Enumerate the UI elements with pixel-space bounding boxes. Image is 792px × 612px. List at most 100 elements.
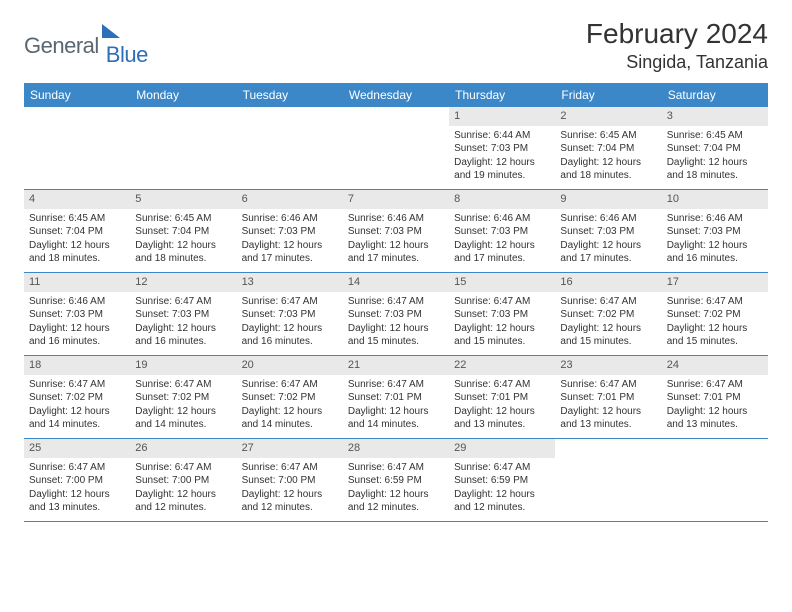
- empty-day-bar: [662, 439, 768, 458]
- daylight-text: Daylight: 12 hours: [560, 405, 656, 419]
- day-details: Sunrise: 6:47 AMSunset: 7:03 PMDaylight:…: [449, 292, 555, 354]
- empty-day-bar: [130, 107, 236, 126]
- sunrise-text: Sunrise: 6:46 AM: [348, 212, 444, 226]
- day-details: Sunrise: 6:45 AMSunset: 7:04 PMDaylight:…: [555, 126, 661, 188]
- sunrise-text: Sunrise: 6:47 AM: [454, 461, 550, 475]
- sunrise-text: Sunrise: 6:47 AM: [135, 378, 231, 392]
- sunrise-text: Sunrise: 6:44 AM: [454, 129, 550, 143]
- sunset-text: Sunset: 7:03 PM: [454, 142, 550, 156]
- weekday-header: Sunday: [24, 83, 130, 107]
- day-details: Sunrise: 6:47 AMSunset: 7:02 PMDaylight:…: [555, 292, 661, 354]
- daylight-text: Daylight: 12 hours: [29, 239, 125, 253]
- week-row: 18 Sunrise: 6:47 AMSunset: 7:02 PMDayligh…: [24, 356, 768, 439]
- daylight-text-2: and 12 minutes.: [348, 501, 444, 515]
- sunset-text: Sunset: 7:03 PM: [29, 308, 125, 322]
- daylight-text-2: and 16 minutes.: [667, 252, 763, 266]
- daylight-text: Daylight: 12 hours: [454, 322, 550, 336]
- daylight-text-2: and 18 minutes.: [29, 252, 125, 266]
- day-number: 24: [662, 356, 768, 375]
- sunset-text: Sunset: 6:59 PM: [348, 474, 444, 488]
- day-cell: 11Sunrise: 6:46 AMSunset: 7:03 PMDayligh…: [24, 273, 130, 355]
- location-subtitle: Singida, Tanzania: [586, 52, 768, 73]
- daylight-text-2: and 18 minutes.: [667, 169, 763, 183]
- daylight-text-2: and 17 minutes.: [560, 252, 656, 266]
- daylight-text: Daylight: 12 hours: [29, 488, 125, 502]
- sunrise-text: Sunrise: 6:45 AM: [667, 129, 763, 143]
- daylight-text: Daylight: 12 hours: [348, 322, 444, 336]
- page-header: General Blue February 2024 Singida, Tanz…: [24, 18, 768, 73]
- day-details: Sunrise: 6:46 AMSunset: 7:03 PMDaylight:…: [449, 209, 555, 271]
- empty-day-bar: [237, 107, 343, 126]
- sunrise-text: Sunrise: 6:45 AM: [135, 212, 231, 226]
- sunrise-text: Sunrise: 6:47 AM: [29, 461, 125, 475]
- day-number: 18: [24, 356, 130, 375]
- sunset-text: Sunset: 7:03 PM: [242, 225, 338, 239]
- sunrise-text: Sunrise: 6:47 AM: [454, 378, 550, 392]
- daylight-text: Daylight: 12 hours: [667, 322, 763, 336]
- sunset-text: Sunset: 7:03 PM: [135, 308, 231, 322]
- sunset-text: Sunset: 7:04 PM: [560, 142, 656, 156]
- sunset-text: Sunset: 7:03 PM: [560, 225, 656, 239]
- daylight-text-2: and 15 minutes.: [667, 335, 763, 349]
- day-cell: 25Sunrise: 6:47 AMSunset: 7:00 PMDayligh…: [24, 439, 130, 521]
- day-cell: 16Sunrise: 6:47 AMSunset: 7:02 PMDayligh…: [555, 273, 661, 355]
- daylight-text: Daylight: 12 hours: [348, 405, 444, 419]
- day-number: 11: [24, 273, 130, 292]
- day-details: Sunrise: 6:47 AMSunset: 7:00 PMDaylight:…: [237, 458, 343, 520]
- daylight-text-2: and 16 minutes.: [29, 335, 125, 349]
- sunrise-text: Sunrise: 6:47 AM: [348, 461, 444, 475]
- daylight-text-2: and 13 minutes.: [667, 418, 763, 432]
- day-cell: 24Sunrise: 6:47 AMSunset: 7:01 PMDayligh…: [662, 356, 768, 438]
- sunset-text: Sunset: 7:04 PM: [135, 225, 231, 239]
- day-details: Sunrise: 6:45 AMSunset: 7:04 PMDaylight:…: [24, 209, 130, 271]
- daylight-text: Daylight: 12 hours: [454, 488, 550, 502]
- logo: General Blue: [24, 18, 148, 68]
- day-number: 19: [130, 356, 236, 375]
- sunset-text: Sunset: 7:03 PM: [667, 225, 763, 239]
- sunrise-text: Sunrise: 6:47 AM: [560, 295, 656, 309]
- sunrise-text: Sunrise: 6:47 AM: [667, 378, 763, 392]
- daylight-text: Daylight: 12 hours: [242, 488, 338, 502]
- daylight-text: Daylight: 12 hours: [242, 322, 338, 336]
- day-cell: 7Sunrise: 6:46 AMSunset: 7:03 PMDaylight…: [343, 190, 449, 272]
- day-details: Sunrise: 6:47 AMSunset: 7:03 PMDaylight:…: [130, 292, 236, 354]
- sunset-text: Sunset: 7:03 PM: [348, 225, 444, 239]
- day-details: Sunrise: 6:47 AMSunset: 6:59 PMDaylight:…: [343, 458, 449, 520]
- day-number: 7: [343, 190, 449, 209]
- day-cell: [130, 107, 236, 189]
- sunset-text: Sunset: 7:00 PM: [135, 474, 231, 488]
- day-details: Sunrise: 6:47 AMSunset: 7:01 PMDaylight:…: [662, 375, 768, 437]
- daylight-text-2: and 12 minutes.: [135, 501, 231, 515]
- sunrise-text: Sunrise: 6:46 AM: [667, 212, 763, 226]
- day-number: 13: [237, 273, 343, 292]
- day-details: Sunrise: 6:47 AMSunset: 7:02 PMDaylight:…: [237, 375, 343, 437]
- day-number: 10: [662, 190, 768, 209]
- sunset-text: Sunset: 7:01 PM: [454, 391, 550, 405]
- day-number: 9: [555, 190, 661, 209]
- day-cell: 2Sunrise: 6:45 AMSunset: 7:04 PMDaylight…: [555, 107, 661, 189]
- day-cell: 12Sunrise: 6:47 AMSunset: 7:03 PMDayligh…: [130, 273, 236, 355]
- sunset-text: Sunset: 7:01 PM: [560, 391, 656, 405]
- sunrise-text: Sunrise: 6:45 AM: [29, 212, 125, 226]
- daylight-text-2: and 14 minutes.: [29, 418, 125, 432]
- logo-text-general: General: [24, 33, 99, 59]
- sunset-text: Sunset: 7:03 PM: [348, 308, 444, 322]
- daylight-text-2: and 18 minutes.: [560, 169, 656, 183]
- daylight-text: Daylight: 12 hours: [667, 156, 763, 170]
- day-number: 15: [449, 273, 555, 292]
- day-details: Sunrise: 6:47 AMSunset: 6:59 PMDaylight:…: [449, 458, 555, 520]
- daylight-text-2: and 13 minutes.: [29, 501, 125, 515]
- month-title: February 2024: [586, 18, 768, 50]
- day-number: 25: [24, 439, 130, 458]
- day-number: 14: [343, 273, 449, 292]
- daylight-text-2: and 16 minutes.: [242, 335, 338, 349]
- day-number: 26: [130, 439, 236, 458]
- daylight-text-2: and 15 minutes.: [560, 335, 656, 349]
- day-cell: 23Sunrise: 6:47 AMSunset: 7:01 PMDayligh…: [555, 356, 661, 438]
- daylight-text: Daylight: 12 hours: [454, 156, 550, 170]
- weekday-header: Wednesday: [343, 83, 449, 107]
- day-number: 16: [555, 273, 661, 292]
- daylight-text: Daylight: 12 hours: [29, 322, 125, 336]
- day-number: 20: [237, 356, 343, 375]
- day-cell: 17Sunrise: 6:47 AMSunset: 7:02 PMDayligh…: [662, 273, 768, 355]
